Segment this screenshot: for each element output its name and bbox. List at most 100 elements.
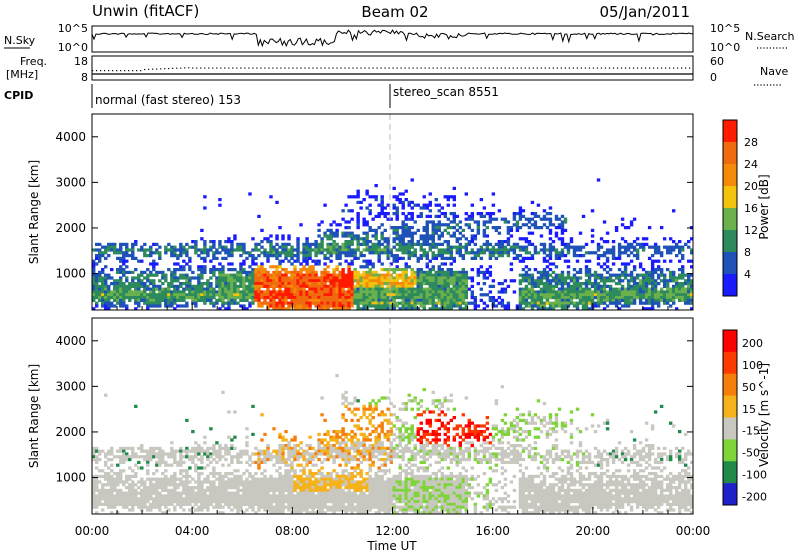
heatmap-cell	[236, 293, 239, 296]
heatmap-cell	[447, 243, 450, 246]
heatmap-cell	[543, 274, 546, 277]
heatmap-cell	[128, 489, 131, 492]
heatmap-cell	[179, 480, 182, 483]
heatmap-cell	[233, 288, 236, 291]
heatmap-cell	[441, 234, 444, 237]
heatmap-cell	[221, 293, 224, 296]
heatmap-cell	[227, 296, 230, 299]
heatmap-cell	[549, 290, 552, 293]
heatmap-cell	[438, 251, 441, 254]
heatmap-cell	[278, 500, 281, 503]
heatmap-cell	[230, 503, 233, 506]
heatmap-cell	[224, 486, 227, 489]
heatmap-cell	[405, 288, 408, 291]
heatmap-cell	[414, 302, 417, 305]
heatmap-cell	[483, 251, 486, 254]
heatmap-cell	[504, 220, 507, 223]
heatmap-cell	[119, 290, 122, 293]
heatmap-cell	[603, 285, 606, 288]
heatmap-cell	[534, 293, 537, 296]
heatmap-cell	[326, 234, 329, 237]
heatmap-cell	[296, 296, 299, 299]
heatmap-cell	[528, 240, 531, 243]
heatmap-cell	[435, 285, 438, 288]
heatmap-cell	[218, 240, 221, 243]
heatmap-cell	[260, 290, 263, 293]
heatmap-cell	[146, 455, 149, 458]
heatmap-cell	[380, 274, 383, 277]
heatmap-cell	[630, 271, 633, 274]
heatmap-cell	[194, 447, 197, 450]
heatmap-cell	[549, 237, 552, 240]
heatmap-cell	[200, 492, 203, 495]
heatmap-cell	[95, 279, 98, 282]
heatmap-cell	[110, 506, 113, 509]
heatmap-cell	[495, 248, 498, 251]
heatmap-cell	[672, 285, 675, 288]
heatmap-cell	[215, 472, 218, 475]
heatmap-cell	[275, 469, 278, 472]
heatmap-cell	[359, 237, 362, 240]
heatmap-cell	[188, 494, 191, 497]
heatmap-cell	[465, 246, 468, 249]
heatmap-cell	[441, 285, 444, 288]
heatmap-cell	[627, 290, 630, 293]
heatmap-cell	[107, 480, 110, 483]
heatmap-cell	[624, 240, 627, 243]
heatmap-cell	[474, 254, 477, 257]
heatmap-cell	[368, 285, 371, 288]
heatmap-cell	[561, 243, 564, 246]
nave-dot	[649, 68, 650, 69]
heatmap-cell	[266, 503, 269, 506]
heatmap-cell	[170, 276, 173, 279]
heatmap-cell	[272, 508, 275, 511]
heatmap-cell	[411, 237, 414, 240]
heatmap-cell	[386, 282, 389, 285]
heatmap-cell	[155, 251, 158, 254]
heatmap-cell	[104, 248, 107, 251]
heatmap-cell	[197, 466, 200, 469]
heatmap-cell	[284, 285, 287, 288]
heatmap-cell	[405, 243, 408, 246]
heatmap-cell	[432, 251, 435, 254]
heatmap-cell	[95, 506, 98, 509]
heatmap-cell	[386, 276, 389, 279]
heatmap-cell	[176, 257, 179, 260]
heatmap-cell	[95, 494, 98, 497]
heatmap-cell	[272, 282, 275, 285]
heatmap-cell	[353, 285, 356, 288]
heatmap-cell	[185, 282, 188, 285]
heatmap-cell	[224, 288, 227, 291]
heatmap-cell	[594, 288, 597, 291]
heatmap-cell	[245, 271, 248, 274]
heatmap-cell	[158, 480, 161, 483]
heatmap-cell	[537, 251, 540, 254]
heatmap-cell	[146, 478, 149, 481]
heatmap-cell	[101, 492, 104, 495]
nave-dot	[677, 68, 678, 69]
heatmap-cell	[546, 285, 549, 288]
heatmap-cell	[92, 265, 95, 268]
heatmap-cell	[510, 279, 513, 282]
heatmap-cell	[579, 276, 582, 279]
heatmap-cell	[155, 489, 158, 492]
heatmap-cell	[191, 430, 194, 433]
heatmap-cell	[645, 288, 648, 291]
heatmap-cell	[113, 472, 116, 475]
heatmap-cell	[594, 296, 597, 299]
heatmap-cell	[140, 503, 143, 506]
heatmap-cell	[362, 276, 365, 279]
heatmap-cell	[299, 290, 302, 293]
nave-dot	[192, 68, 193, 69]
heatmap-cell	[197, 290, 200, 293]
heatmap-cell	[597, 288, 600, 291]
heatmap-cell	[227, 486, 230, 489]
heatmap-cell	[173, 475, 176, 478]
heatmap-cell	[275, 234, 278, 237]
heatmap-cell	[657, 296, 660, 299]
heatmap-cell	[266, 452, 269, 455]
heatmap-cell	[573, 254, 576, 257]
heatmap-cell	[107, 489, 110, 492]
heatmap-cell	[239, 246, 242, 249]
heatmap-cell	[471, 218, 474, 221]
